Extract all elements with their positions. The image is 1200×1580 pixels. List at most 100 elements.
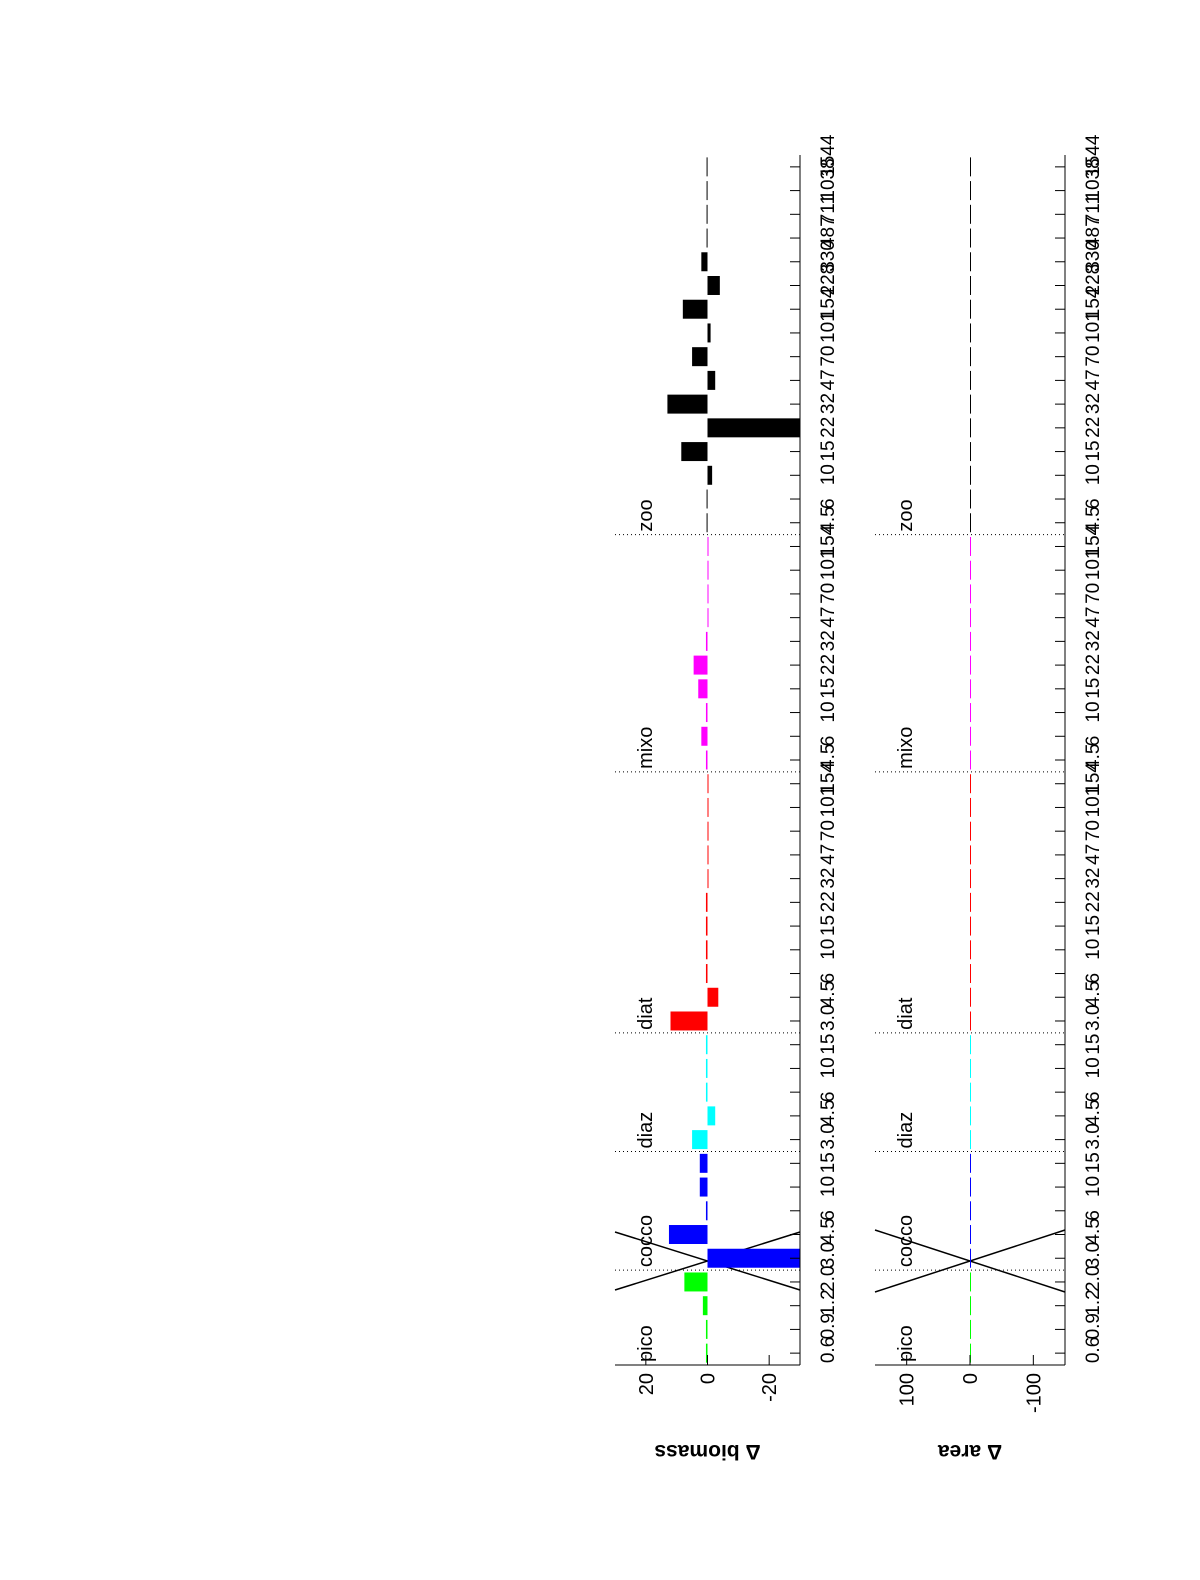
bar <box>707 275 720 295</box>
bar <box>707 1248 800 1268</box>
x-tick-label: 1.2 <box>1083 1289 1104 1315</box>
x-tick-label: 3.0 <box>818 1005 839 1031</box>
bar <box>970 1225 971 1244</box>
bar <box>668 1225 708 1244</box>
x-tick-label: 4.5 <box>1083 1099 1104 1125</box>
x-tick-label: 6 <box>1083 736 1104 747</box>
x-tick-label: 101 <box>818 786 839 818</box>
bar <box>707 418 800 438</box>
bar <box>707 560 709 580</box>
x-tick-label: 1038 <box>818 158 839 200</box>
x-tick-label: 154 <box>1083 287 1104 319</box>
group-label: diaz <box>635 1112 657 1149</box>
bar <box>682 299 708 319</box>
x-tick-label: 70 <box>818 583 839 604</box>
x-tick-label: 22 <box>818 654 839 675</box>
x-tick-label: 47 <box>1083 844 1104 865</box>
x-tick-label: 4.5 <box>818 1099 839 1125</box>
x-tick-label: 15 <box>1083 440 1104 461</box>
bar <box>707 869 709 889</box>
x-tick-label: 330 <box>818 240 839 272</box>
x-tick-label: 10 <box>818 1176 839 1197</box>
x-tick-label: 487 <box>818 216 839 248</box>
bar <box>970 465 971 485</box>
x-tick-label: 70 <box>1083 820 1104 841</box>
bar <box>707 465 713 485</box>
x-tick-label: 22 <box>818 417 839 438</box>
bar <box>667 394 708 414</box>
bar <box>970 964 971 984</box>
group-label: cocco <box>895 1215 917 1267</box>
x-tick-label: 15 <box>818 440 839 461</box>
bar <box>705 703 708 723</box>
x-tick-label: 22 <box>818 891 839 912</box>
x-tick-label: 0.9 <box>1083 1313 1104 1339</box>
x-tick-label: 101 <box>818 548 839 580</box>
bar <box>970 418 971 438</box>
x-tick-label: 47 <box>1083 369 1104 390</box>
bar <box>705 916 708 936</box>
bar <box>970 608 971 628</box>
bars <box>970 157 971 1363</box>
bar <box>706 204 708 224</box>
bar <box>705 892 708 912</box>
x-tick-label: 2.0 <box>1083 1266 1104 1292</box>
x-tick-label: 32 <box>1083 630 1104 651</box>
bar <box>970 204 971 224</box>
bar <box>707 987 719 1007</box>
x-tick-label: 0.9 <box>818 1313 839 1339</box>
bar <box>970 181 971 201</box>
bar <box>970 560 971 580</box>
x-tick-label: 32 <box>818 393 839 414</box>
x-tick-label: 154 <box>1083 524 1104 556</box>
bar <box>970 347 971 367</box>
bar <box>705 1319 708 1339</box>
x-tick-label: 47 <box>818 844 839 865</box>
bar <box>970 774 971 794</box>
bar <box>970 916 971 936</box>
x-tick-label: 32 <box>818 867 839 888</box>
x-tick-label: 6 <box>1083 1092 1104 1103</box>
x-tick-label: 22 <box>1083 654 1104 675</box>
bar <box>705 1201 708 1221</box>
bar <box>970 1058 971 1078</box>
bar <box>698 679 708 699</box>
bar <box>970 584 971 604</box>
x-tick-label: 10 <box>818 1057 839 1078</box>
x-tick-label: 487 <box>1083 216 1104 248</box>
x-tick-label: 1.2 <box>818 1289 839 1315</box>
x-tick-label: 711 <box>1083 194 1104 224</box>
x-tick-label: 32 <box>818 630 839 651</box>
bar <box>705 1082 708 1102</box>
bar <box>970 1319 971 1339</box>
bar <box>705 1058 708 1078</box>
bar <box>706 489 708 509</box>
x-tick-label: 0.6 <box>1083 1337 1104 1363</box>
group-label: zoo <box>895 499 917 531</box>
x-tick-label: 32 <box>1083 393 1104 414</box>
x-tick-label: 154 <box>1083 762 1104 794</box>
x-tick-label: 4.5 <box>818 1218 839 1244</box>
x-tick-label: 3.0 <box>1083 1242 1104 1268</box>
bar <box>970 1296 971 1316</box>
bar <box>970 442 971 462</box>
bar <box>705 940 708 960</box>
bar <box>970 821 971 841</box>
bar <box>707 584 709 604</box>
bar <box>970 655 971 675</box>
bar <box>699 1153 708 1173</box>
bar <box>707 608 709 628</box>
bar <box>970 513 971 533</box>
x-tick-label: 0.6 <box>818 1337 839 1363</box>
bar <box>699 1177 708 1197</box>
x-tick-label: 4.5 <box>818 506 839 532</box>
x-tick-label: 228 <box>818 264 839 296</box>
bar <box>706 228 708 248</box>
x-tick-label: 10 <box>818 464 839 485</box>
bar <box>970 1035 971 1055</box>
x-tick-label: 70 <box>818 820 839 841</box>
bar <box>706 157 708 177</box>
x-tick-label: 4.5 <box>1083 981 1104 1007</box>
x-tick-label: 70 <box>1083 346 1104 367</box>
